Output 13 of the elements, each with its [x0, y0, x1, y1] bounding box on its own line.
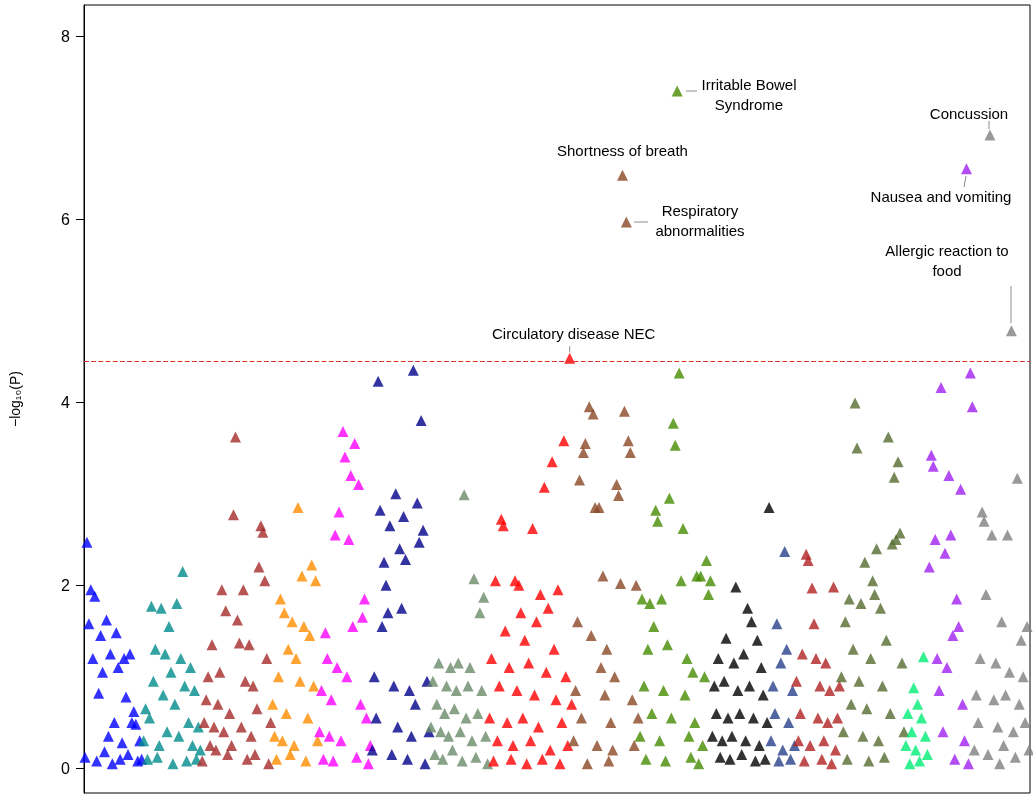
annotation: Circulatory disease NEC	[492, 324, 656, 342]
y-axis-title: −log₁₀(P)	[7, 370, 23, 428]
annotation: Irritable Bowel Syndrome	[701, 75, 797, 113]
y-tick-label: 0	[61, 759, 71, 777]
y-tick-label: 4	[61, 393, 71, 411]
y-tick-label: 6	[61, 210, 71, 228]
annotation: Concussion	[929, 104, 1009, 122]
annotation: Shortness of breath	[557, 141, 688, 159]
annotation: Respiratory abnormalities	[655, 201, 745, 239]
annotation: Nausea and vomiting	[870, 187, 1012, 205]
y-tick-label: 2	[61, 576, 71, 594]
y-tick-label: 8	[61, 27, 71, 45]
annotation: Allergic reaction to food	[885, 241, 1009, 279]
